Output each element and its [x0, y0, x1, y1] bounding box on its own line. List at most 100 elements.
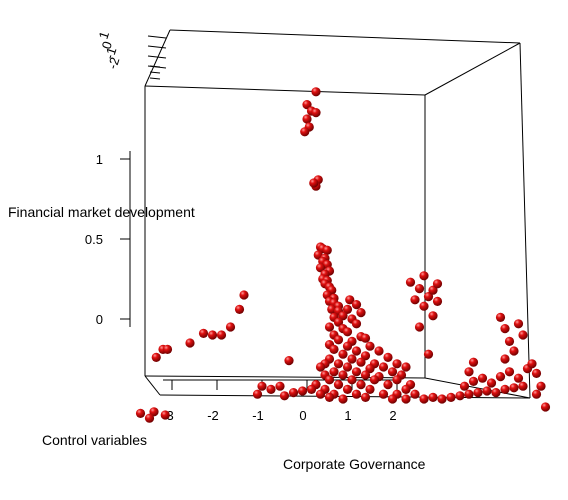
back-tick-mark	[147, 55, 167, 59]
data-point	[531, 389, 542, 399]
data-point	[356, 380, 366, 390]
data-point	[329, 367, 339, 377]
data-point	[509, 383, 519, 393]
back-tick-mark	[149, 65, 161, 68]
bounding-box	[144, 29, 531, 399]
data-point	[351, 319, 362, 329]
data-point	[428, 392, 438, 402]
data-point	[322, 245, 332, 255]
data-point	[342, 327, 353, 337]
data-point	[324, 375, 335, 385]
data-point	[365, 364, 375, 374]
back-tick-mark	[147, 45, 167, 49]
data-point	[387, 394, 398, 404]
data-point	[151, 352, 161, 362]
data-point	[387, 367, 398, 377]
data-point	[351, 367, 362, 377]
data-point	[342, 384, 353, 394]
data-point	[257, 381, 267, 391]
data-point	[297, 386, 308, 396]
data-point	[302, 100, 312, 110]
data-point	[464, 367, 474, 377]
data-point	[486, 378, 497, 388]
back-tick-label: -1	[102, 45, 120, 61]
back-tick-mark	[149, 71, 161, 74]
data-point	[455, 391, 465, 401]
data-point	[432, 296, 443, 306]
data-point	[428, 285, 438, 295]
data-point	[342, 362, 353, 372]
data-point	[279, 391, 290, 401]
data-point	[410, 389, 420, 399]
data-point	[306, 384, 317, 394]
data-point	[360, 333, 371, 343]
data-point	[275, 381, 285, 391]
data-point	[311, 87, 321, 97]
data-point	[509, 346, 519, 356]
data-point	[536, 381, 546, 391]
data-point	[383, 380, 393, 390]
data-point	[401, 384, 411, 394]
data-point	[302, 114, 312, 124]
data-point	[401, 394, 411, 404]
data-point	[432, 279, 443, 289]
data-point	[504, 367, 515, 377]
data-point	[239, 290, 249, 300]
data-point	[365, 341, 375, 351]
data-point	[234, 304, 245, 314]
data-point	[504, 336, 515, 346]
data-point	[495, 312, 506, 322]
data-point	[338, 311, 348, 321]
data-point	[216, 330, 227, 340]
data-point	[360, 351, 371, 361]
data-point	[374, 346, 384, 356]
data-point	[482, 386, 492, 396]
data-point	[342, 304, 353, 314]
data-point	[378, 389, 389, 399]
data-point	[500, 384, 510, 394]
x-axis-label: Control variables	[42, 432, 148, 448]
y-axis-label: Corporate Governance	[283, 456, 426, 472]
data-point	[383, 352, 393, 362]
data-point	[500, 354, 510, 364]
data-point	[333, 359, 344, 369]
x-tick-label: 2	[389, 408, 396, 423]
data-point	[414, 284, 425, 294]
data-point	[351, 389, 362, 399]
data-point	[392, 359, 402, 369]
data-point	[324, 392, 335, 402]
data-point	[311, 108, 321, 118]
data-point	[513, 319, 524, 329]
data-point	[527, 359, 537, 369]
data-point	[419, 271, 429, 281]
x-tick-label: -2	[207, 408, 219, 423]
data-point	[518, 330, 528, 340]
data-point	[284, 356, 294, 366]
data-point	[405, 277, 416, 287]
data-point	[347, 354, 357, 364]
z-tick-label: 0	[96, 312, 103, 327]
data-point	[162, 344, 173, 354]
data-point	[266, 384, 276, 394]
data-point	[315, 263, 326, 273]
data-point	[365, 384, 375, 394]
data-point	[198, 328, 209, 338]
data-point	[414, 322, 425, 332]
data-point	[477, 373, 488, 383]
data-point	[347, 375, 357, 385]
data-point	[513, 373, 524, 383]
data-point	[360, 370, 371, 380]
data-point	[149, 407, 159, 417]
data-point	[309, 178, 319, 188]
data-point	[423, 349, 434, 359]
data-point	[378, 362, 389, 372]
z-tick-label: 0.5	[85, 232, 103, 247]
data-point	[288, 388, 299, 398]
data-point	[369, 375, 380, 385]
x-tick-label: 1	[344, 408, 351, 423]
data-point	[437, 394, 447, 404]
back-tick-label: 0	[99, 39, 116, 51]
data-point	[464, 389, 474, 399]
